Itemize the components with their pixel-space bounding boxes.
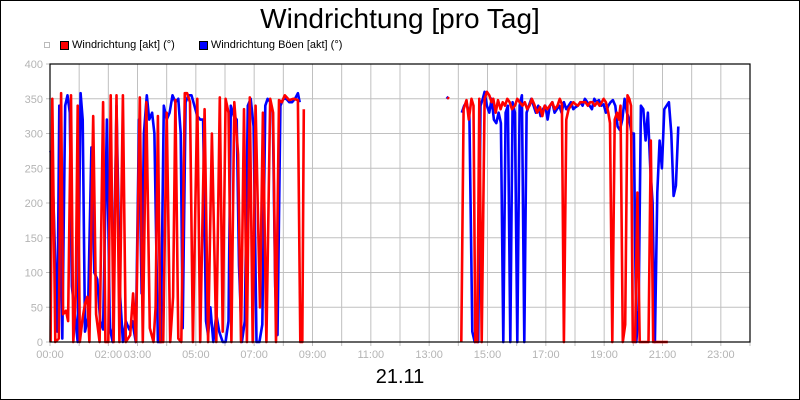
y-tick-label: 100 (25, 268, 43, 280)
series-line (446, 96, 450, 100)
series-line (460, 90, 680, 344)
x-tick-label: 21:00 (649, 349, 677, 361)
y-tick-label: 200 (25, 198, 43, 210)
x-tick-label: 00:00 (36, 349, 64, 361)
chart-title: Windrichtung [pro Tag] (260, 3, 540, 34)
x-tick-label: 17:00 (532, 349, 560, 361)
legend-item-windrichtung: Windrichtung [akt] (°) (60, 39, 175, 51)
x-tick-label: 09:00 (299, 349, 327, 361)
series-line (49, 91, 306, 344)
x-tick-label: 19:00 (590, 349, 618, 361)
legend-label: Windrichtung Böen [akt] (°) (210, 39, 343, 51)
legend-marker-icon (44, 42, 50, 48)
x-tick-label: 15:00 (474, 349, 502, 361)
y-tick-label: 150 (25, 233, 43, 245)
x-tick-label: 02:00 (95, 349, 123, 361)
y-tick-label: 400 (25, 59, 43, 71)
y-tick-label: 350 (25, 94, 43, 106)
plot-border (49, 63, 751, 343)
legend-item-windrichtung-boeen: Windrichtung Böen [akt] (°) (198, 39, 343, 51)
legend-label: Windrichtung [akt] (°) (72, 39, 175, 51)
y-tick-label: 250 (25, 163, 43, 175)
gridlines (46, 63, 751, 346)
x-tick-label: 03:00 (124, 349, 152, 361)
legend: Windrichtung [akt] (°) Windrichtung Böen… (44, 38, 366, 52)
series-line (460, 90, 668, 344)
series-windrichtung (49, 90, 668, 344)
x-axis-date-label: 21.11 (375, 366, 425, 388)
x-tick-label: 11:00 (357, 349, 384, 361)
x-tick-label: 23:00 (707, 349, 735, 361)
blue-swatch-icon (198, 40, 208, 50)
x-tick-label: 07:00 (240, 349, 268, 361)
y-tick-label: 50 (31, 302, 43, 314)
y-tick-label: 0 (37, 337, 43, 349)
y-tick-label: 300 (25, 129, 43, 141)
red-swatch-icon (60, 40, 69, 50)
x-tick-label: 05:00 (182, 349, 210, 361)
x-tick-label: 13:00 (415, 349, 443, 361)
